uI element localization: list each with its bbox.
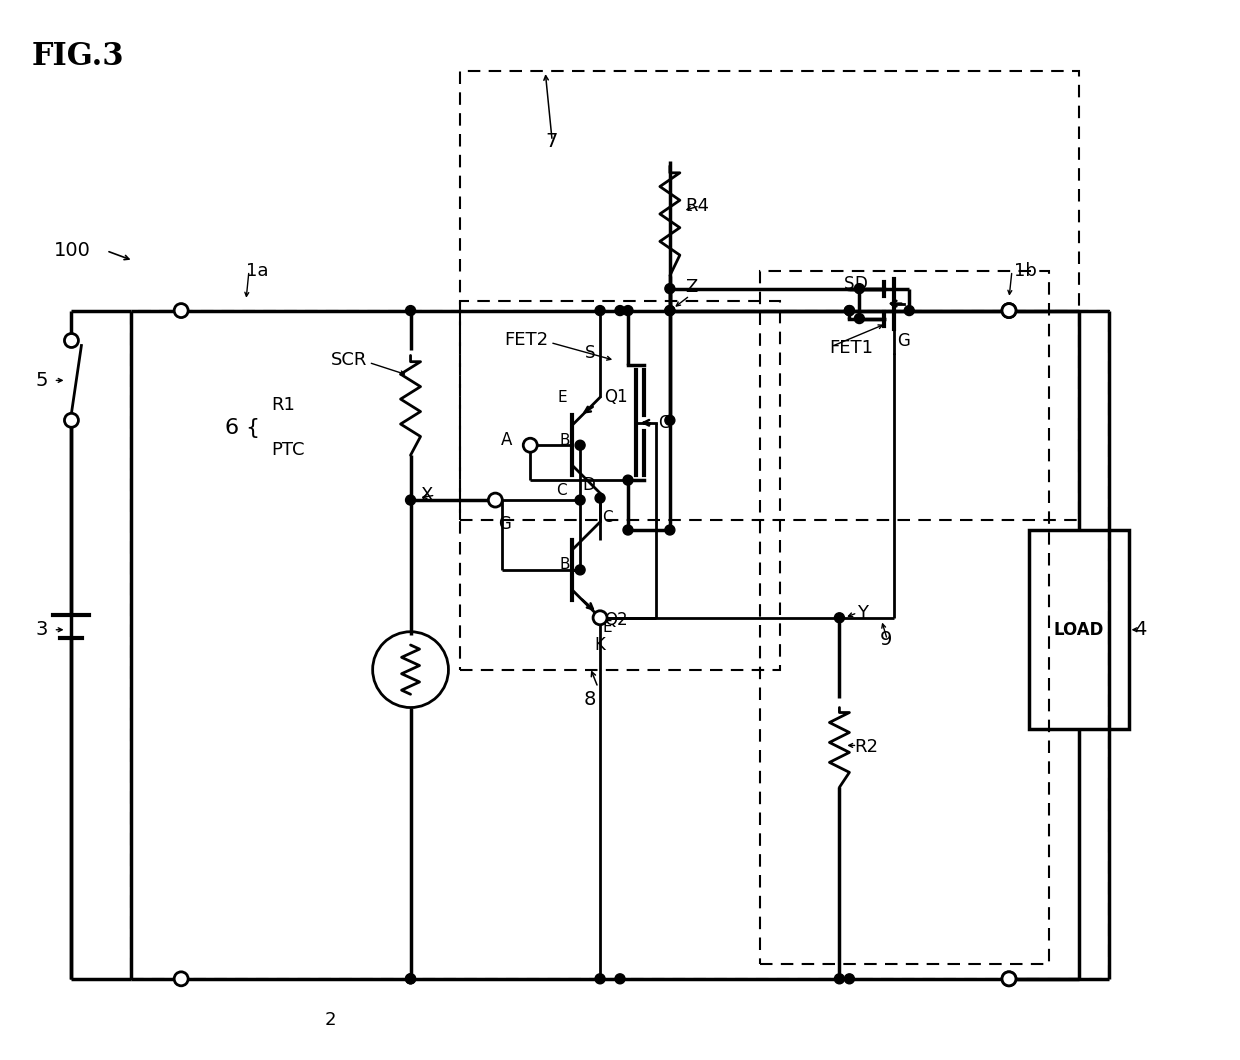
Text: C: C [603, 510, 613, 525]
Bar [1029, 530, 1128, 729]
Text: S: S [844, 275, 854, 293]
Text: 3: 3 [35, 620, 47, 639]
Circle shape [174, 972, 188, 986]
Circle shape [665, 305, 675, 316]
Text: G: G [498, 515, 511, 533]
Circle shape [844, 305, 854, 316]
Circle shape [835, 974, 844, 984]
Text: B: B [559, 432, 570, 447]
Text: R2: R2 [854, 739, 878, 757]
Circle shape [665, 305, 675, 316]
Circle shape [615, 974, 625, 984]
Circle shape [595, 493, 605, 504]
Text: 1a: 1a [246, 262, 269, 280]
Text: E: E [558, 390, 567, 405]
Text: FET2: FET2 [505, 332, 548, 350]
Circle shape [64, 334, 78, 348]
Text: FIG.3: FIG.3 [31, 41, 124, 72]
Circle shape [1002, 972, 1016, 986]
Circle shape [64, 413, 78, 427]
Text: 7: 7 [546, 131, 558, 151]
Text: 5: 5 [35, 371, 48, 390]
Circle shape [622, 475, 632, 485]
Circle shape [575, 495, 585, 505]
Text: Q1: Q1 [604, 388, 627, 406]
Text: E: E [603, 620, 611, 635]
Text: G: G [658, 413, 671, 431]
Text: R4: R4 [684, 197, 709, 215]
Text: 4: 4 [1133, 620, 1146, 639]
Circle shape [622, 525, 632, 535]
Text: K: K [595, 636, 605, 654]
Text: SCR: SCR [331, 352, 367, 370]
Text: 100: 100 [53, 242, 91, 261]
Text: Y: Y [857, 604, 868, 622]
Text: 8: 8 [584, 690, 596, 708]
Text: R1: R1 [270, 396, 295, 414]
Text: S: S [584, 344, 595, 363]
Circle shape [854, 284, 864, 294]
Circle shape [489, 493, 502, 507]
Text: B: B [559, 558, 570, 572]
Bar [760, 270, 1049, 964]
Circle shape [615, 305, 625, 316]
Circle shape [595, 974, 605, 984]
Text: A: A [501, 431, 512, 449]
Bar [131, 311, 1109, 978]
Text: D: D [854, 275, 867, 293]
Circle shape [593, 611, 608, 624]
Text: FET1: FET1 [830, 339, 873, 357]
Circle shape [835, 613, 844, 623]
Circle shape [405, 305, 415, 316]
Circle shape [1002, 972, 1016, 986]
Circle shape [665, 525, 675, 535]
Circle shape [174, 303, 188, 318]
Circle shape [405, 495, 415, 505]
Text: LOAD: LOAD [1054, 621, 1104, 639]
Circle shape [665, 416, 675, 425]
Circle shape [595, 305, 605, 316]
Circle shape [622, 305, 632, 316]
Text: 9: 9 [879, 631, 892, 649]
Text: X: X [420, 487, 433, 505]
Circle shape [575, 440, 585, 450]
Bar [460, 71, 1079, 520]
Text: 2: 2 [325, 1011, 336, 1029]
Circle shape [904, 305, 914, 316]
Circle shape [665, 284, 675, 294]
Text: Q2: Q2 [604, 611, 627, 629]
Circle shape [575, 565, 585, 575]
Circle shape [523, 438, 537, 453]
Text: D: D [583, 476, 595, 494]
Circle shape [1002, 303, 1016, 318]
Circle shape [844, 974, 854, 984]
Circle shape [844, 305, 854, 316]
Text: C: C [557, 483, 567, 498]
Text: 6 $\{$: 6 $\{$ [224, 417, 259, 440]
Circle shape [405, 974, 415, 984]
Circle shape [1002, 303, 1016, 318]
Text: 1b: 1b [1014, 262, 1037, 280]
Text: Z: Z [684, 278, 697, 296]
Text: PTC: PTC [270, 441, 304, 459]
Circle shape [854, 314, 864, 323]
Text: G: G [898, 333, 910, 351]
Circle shape [405, 974, 415, 984]
Bar [460, 301, 780, 670]
